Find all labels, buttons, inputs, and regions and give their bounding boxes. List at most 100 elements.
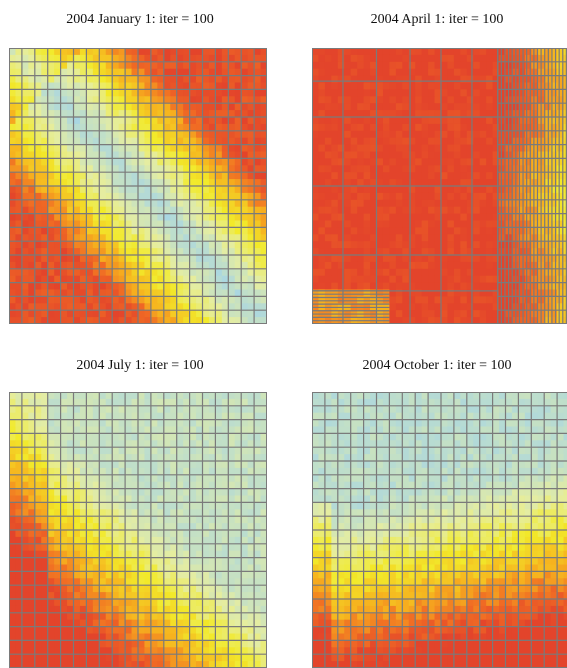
field-cell — [151, 158, 158, 166]
field-cell — [331, 131, 338, 139]
field-cell — [441, 76, 448, 84]
field-cell — [331, 83, 338, 91]
field-cell — [364, 152, 371, 160]
field-cell — [338, 69, 345, 77]
field-cell — [396, 255, 403, 263]
field-cell — [331, 69, 338, 77]
field-cell — [312, 117, 319, 125]
field-cell — [422, 276, 429, 284]
field-cell — [177, 420, 184, 428]
field-cell — [460, 76, 467, 84]
field-cell — [125, 255, 132, 263]
field-cell — [441, 207, 448, 215]
field-cell — [428, 276, 435, 284]
field-cell — [428, 186, 435, 194]
field-cell — [151, 241, 158, 249]
field-cell — [164, 489, 171, 497]
field-cell — [325, 172, 332, 180]
field-cell — [164, 420, 171, 428]
field-cell — [138, 255, 145, 263]
field-cell — [338, 145, 345, 153]
field-cell — [422, 89, 429, 97]
field-cell — [215, 406, 222, 414]
field-cell — [364, 255, 371, 263]
field-cell — [74, 516, 81, 524]
field-cell — [48, 502, 55, 510]
field-cell — [454, 227, 461, 235]
field-cell — [383, 227, 390, 235]
field-cell — [138, 317, 145, 324]
field-cell — [428, 96, 435, 104]
field-cell — [241, 310, 248, 318]
field-cell — [493, 89, 500, 97]
field-cell — [377, 207, 384, 215]
field-cell — [441, 124, 448, 131]
field-cell — [441, 200, 448, 208]
field-cell — [254, 475, 261, 483]
field-cell — [35, 613, 42, 621]
field-cell — [86, 317, 93, 324]
field-cell — [177, 241, 184, 249]
field-cell — [241, 241, 248, 249]
field-cell — [22, 269, 29, 277]
field-cell — [467, 152, 474, 160]
field-cell — [190, 214, 197, 222]
field-cell — [22, 599, 29, 607]
field-cell — [35, 310, 42, 318]
field-cell — [215, 158, 222, 166]
field-cell — [151, 654, 158, 662]
field-cell — [377, 255, 384, 263]
field-cell — [364, 392, 371, 400]
field-cell — [422, 172, 429, 180]
field-cell — [467, 55, 474, 63]
field-cell — [357, 283, 364, 291]
field-cell — [86, 214, 93, 222]
field-cell — [312, 186, 319, 194]
field-cell — [460, 117, 467, 125]
field-cell — [241, 283, 248, 291]
field-cell — [254, 214, 261, 222]
field-cell — [415, 48, 422, 56]
field-cell — [177, 433, 184, 441]
field-cell — [22, 585, 29, 593]
field-cell — [203, 89, 210, 97]
field-cell — [228, 62, 235, 70]
field-cell — [61, 227, 68, 235]
field-cell — [74, 131, 81, 139]
field-cell — [138, 516, 145, 524]
field-cell — [364, 193, 371, 201]
field-cell — [164, 502, 171, 510]
field-cell — [164, 571, 171, 579]
field-cell — [486, 138, 493, 146]
field-cell — [151, 145, 158, 153]
field-cell — [151, 117, 158, 125]
field-cell — [389, 193, 396, 201]
field-cell — [351, 117, 358, 125]
field-cell — [389, 241, 396, 249]
field-cell — [396, 76, 403, 84]
field-cell — [241, 172, 248, 180]
field-cell — [454, 221, 461, 229]
field-cell — [441, 152, 448, 160]
field-cell — [22, 661, 29, 668]
field-cell — [473, 276, 480, 284]
field-cell — [190, 661, 197, 668]
field-cell — [396, 158, 403, 166]
field-cell — [389, 172, 396, 180]
field-cell — [61, 76, 68, 84]
field-cell — [35, 186, 42, 194]
field-cell — [151, 62, 158, 70]
field-cell — [35, 447, 42, 455]
field-cell — [241, 433, 248, 441]
field-cell — [338, 186, 345, 194]
field-cell — [428, 69, 435, 77]
field-cell — [48, 227, 55, 235]
field-cell — [396, 83, 403, 91]
field-cell — [441, 96, 448, 104]
field-cell — [86, 172, 93, 180]
field-cell — [125, 48, 132, 56]
field-cell — [9, 475, 16, 483]
field-cell — [215, 62, 222, 70]
field-cell — [138, 310, 145, 318]
field-cell — [35, 172, 42, 180]
